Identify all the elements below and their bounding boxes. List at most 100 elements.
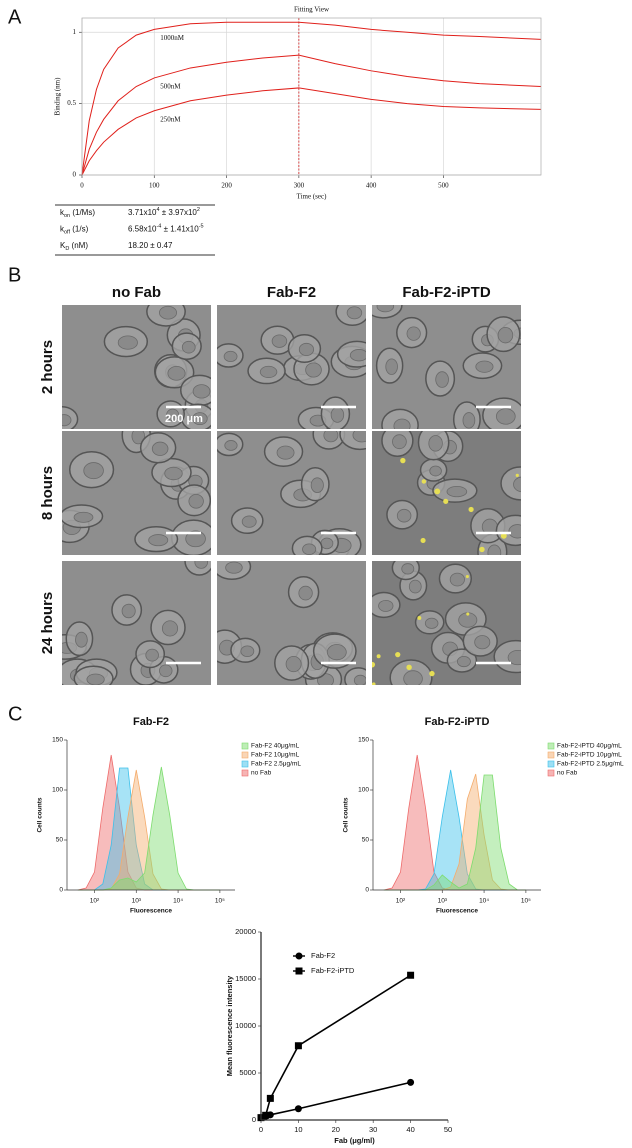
nucleus bbox=[161, 620, 179, 637]
line bbox=[81, 21, 542, 176]
legend-label: Fab-F2 10μg/mL bbox=[251, 752, 300, 759]
series-label: 500nM bbox=[160, 83, 181, 91]
micrograph bbox=[372, 431, 521, 555]
area bbox=[383, 755, 526, 890]
nucleus bbox=[302, 543, 317, 555]
nucleus bbox=[456, 655, 471, 668]
micrograph bbox=[62, 561, 211, 685]
nucleus bbox=[446, 486, 468, 498]
param-unit: (1/Ms) bbox=[70, 208, 95, 217]
nucleus bbox=[166, 408, 180, 422]
nucleus bbox=[326, 644, 347, 661]
marker bbox=[266, 1094, 274, 1102]
fluorescent-spot bbox=[429, 670, 435, 677]
nucleus bbox=[86, 673, 105, 685]
table-value: 18.20 ± 0.47 bbox=[128, 241, 173, 250]
marker bbox=[407, 1078, 415, 1086]
nucleus bbox=[349, 349, 366, 362]
row-label: 24 hours bbox=[39, 592, 56, 655]
x-tick-label: 10³ bbox=[132, 898, 142, 905]
scale-bar-label: 200 μm bbox=[165, 413, 203, 425]
fluorescent-spot bbox=[443, 498, 449, 504]
fluorescent-spot bbox=[466, 612, 470, 616]
nucleus bbox=[185, 530, 206, 548]
fluorescent-spot bbox=[376, 654, 381, 659]
micrograph bbox=[217, 431, 366, 555]
nucleus bbox=[462, 412, 476, 429]
nucleus bbox=[385, 358, 398, 375]
legend-swatch bbox=[547, 769, 555, 777]
y-tick-label: 0 bbox=[365, 887, 369, 894]
y-tick-label: 100 bbox=[358, 787, 369, 794]
value: 6.58x10 bbox=[128, 225, 157, 234]
x-tick-label: 40 bbox=[406, 1125, 414, 1134]
nucleus bbox=[428, 435, 443, 452]
nucleus bbox=[223, 350, 238, 363]
nucleus bbox=[403, 670, 423, 685]
nucleus bbox=[117, 335, 138, 350]
fluorescent-spot bbox=[515, 473, 519, 477]
y-tick-label: 50 bbox=[56, 837, 64, 844]
fluorescent-spot bbox=[400, 457, 406, 464]
legend-swatch bbox=[241, 742, 249, 750]
legend-label: Fab-F2 bbox=[311, 951, 335, 960]
y-tick-label: 0 bbox=[252, 1115, 256, 1124]
nucleus bbox=[167, 365, 186, 381]
marker bbox=[294, 1105, 302, 1113]
error: ± 0.47 bbox=[148, 241, 173, 250]
chart-title: Fab-F2-iPTD bbox=[425, 716, 490, 728]
chart: 0 10 20 30 40 50 0 5000 10000 15000 20000 Fab (μg/m… bbox=[225, 927, 452, 1145]
nucleus bbox=[449, 572, 465, 587]
param-subscript: D bbox=[65, 246, 69, 252]
y-axis-label: Binding (nm) bbox=[54, 77, 62, 116]
micrograph bbox=[372, 561, 521, 685]
legend-label: no Fab bbox=[557, 770, 578, 777]
column-header: no Fab bbox=[112, 284, 161, 301]
micrograph bbox=[217, 305, 366, 429]
nucleus bbox=[353, 674, 366, 685]
nucleus bbox=[159, 664, 173, 678]
param-symbol: k bbox=[60, 225, 65, 234]
nucleus bbox=[131, 431, 145, 445]
fluorescent-spot bbox=[468, 506, 474, 513]
nucleus bbox=[408, 579, 422, 594]
fluorescent-spot bbox=[500, 532, 507, 539]
nucleus bbox=[158, 305, 178, 320]
x-tick-label: 10 bbox=[294, 1125, 302, 1134]
fluorescent-spot bbox=[372, 661, 376, 668]
nucleus bbox=[276, 445, 295, 460]
legend-label: Fab-F2 2.5μg/mL bbox=[251, 761, 301, 768]
fluorescent-spot bbox=[372, 682, 376, 685]
value: 18.20 bbox=[128, 241, 149, 250]
param-subscript: off bbox=[64, 230, 70, 236]
nucleus bbox=[378, 599, 394, 612]
marker bbox=[294, 1042, 302, 1050]
nucleus bbox=[151, 441, 169, 456]
nucleus bbox=[401, 563, 415, 575]
x-axis-label: Fluorescence bbox=[130, 908, 172, 915]
x-tick-label: 0 bbox=[259, 1125, 263, 1134]
nucleus bbox=[323, 431, 339, 443]
nucleus bbox=[73, 511, 94, 523]
x-tick-label: 10⁴ bbox=[479, 898, 489, 905]
x-tick-label: 20 bbox=[332, 1125, 340, 1134]
chart: Fab-F2 10² 10³ 10⁴ 10⁵ 0 50 100 150 Fluorescence C… bbox=[37, 716, 302, 915]
nucleus bbox=[145, 648, 159, 662]
nucleus bbox=[310, 477, 324, 494]
x-tick-label: 10² bbox=[90, 898, 100, 905]
table-value: 6.58x10-4 ± 1.41x10-5 bbox=[128, 224, 204, 234]
nucleus bbox=[285, 655, 302, 673]
nucleus bbox=[298, 342, 315, 357]
area bbox=[77, 770, 220, 890]
nucleus bbox=[192, 412, 208, 426]
nucleus bbox=[508, 524, 521, 539]
nucleus bbox=[192, 384, 211, 399]
x-tick-label: 10⁵ bbox=[215, 898, 225, 905]
x-tick-label: 500 bbox=[438, 182, 449, 190]
legend-label: Fab-F2-iPTD 40μg/mL bbox=[557, 743, 622, 750]
x-tick-label: 0 bbox=[80, 182, 84, 190]
nucleus bbox=[497, 326, 514, 344]
nucleus bbox=[507, 649, 521, 666]
x-axis-label: Time (sec) bbox=[297, 193, 328, 201]
y-tick-label: 15000 bbox=[235, 974, 256, 983]
